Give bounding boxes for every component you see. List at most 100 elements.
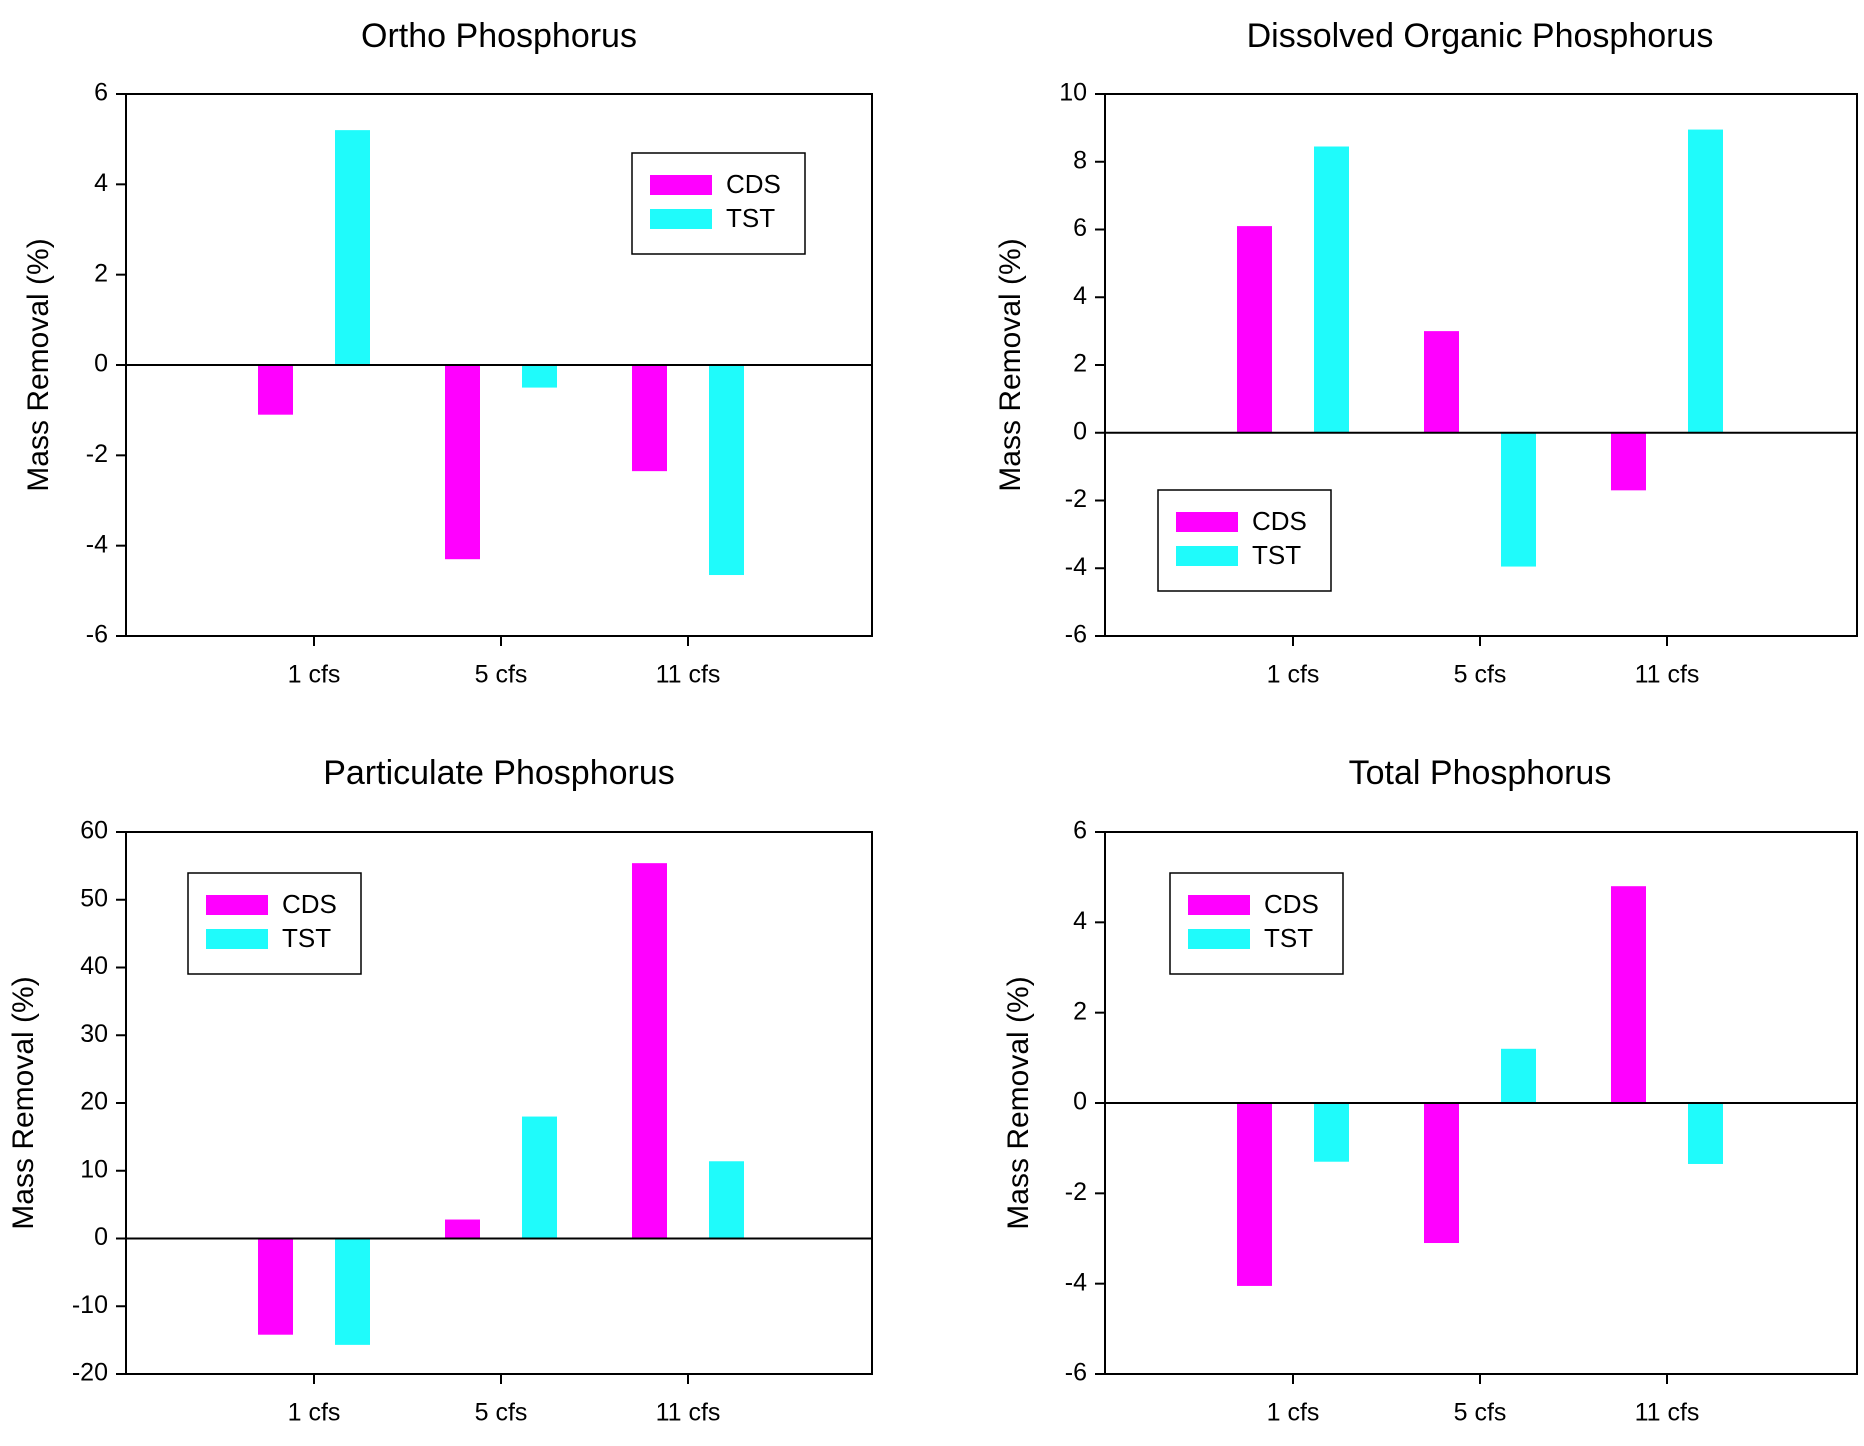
y-tick-label: 60 — [80, 817, 108, 845]
y-tick-label: 0 — [1073, 1088, 1087, 1116]
legend-swatch-tst — [650, 209, 712, 229]
legend-label-cds: CDS — [282, 889, 337, 919]
legend-box — [631, 152, 806, 255]
y-tick-label: -6 — [1065, 621, 1087, 649]
bar-cds-3 — [1611, 886, 1646, 1103]
bar-cds-2 — [1424, 1103, 1459, 1244]
y-tick-label: 6 — [1073, 214, 1087, 242]
x-tick-label: 1 cfs — [1267, 661, 1320, 689]
bar-tst-2 — [1501, 1048, 1536, 1103]
y-axis-label: Mass Removal (%) — [1002, 976, 1035, 1229]
y-tick-label: -2 — [86, 440, 108, 468]
legend-swatch-tst — [1188, 929, 1250, 949]
legend-swatch-tst — [1176, 546, 1238, 566]
legend-label-cds: CDS — [1252, 506, 1307, 536]
x-tick-label: 5 cfs — [475, 661, 528, 689]
bar-cds-2 — [445, 1219, 480, 1239]
x-tick-label: 1 cfs — [288, 661, 341, 689]
bar-tst-2 — [522, 365, 557, 388]
y-tick-label: 4 — [1073, 907, 1087, 935]
legend-label-tst: TST — [1264, 923, 1313, 953]
legend-swatch-cds — [1188, 895, 1250, 915]
x-tick-label: 5 cfs — [475, 1399, 528, 1427]
legend-box — [187, 872, 362, 975]
bar-cds-1 — [1237, 1103, 1272, 1286]
x-tick-label: 1 cfs — [1267, 1399, 1320, 1427]
bar-cds-1 — [1237, 226, 1272, 433]
chart-panel-2: Dissolved Organic Phosphorus Mass Removal… — [994, 17, 1858, 689]
legend-label-tst: TST — [282, 923, 331, 953]
chart-title: Ortho Phosphorus — [361, 17, 637, 55]
y-tick-label: 4 — [94, 169, 108, 197]
y-tick-label: -4 — [1065, 553, 1087, 581]
y-tick-label: 0 — [94, 1223, 108, 1251]
bar-cds-1 — [258, 1238, 293, 1335]
y-tick-label: 40 — [80, 952, 108, 980]
legend-label-cds: CDS — [1264, 889, 1319, 919]
bar-tst-3 — [1688, 129, 1723, 433]
y-tick-label: 0 — [1073, 417, 1087, 445]
x-tick-label: 5 cfs — [1454, 661, 1507, 689]
legend-label-tst: TST — [1252, 540, 1301, 570]
y-tick-label: 8 — [1073, 146, 1087, 174]
legend-swatch-cds — [1176, 512, 1238, 532]
bar-tst-1 — [1314, 146, 1349, 433]
y-tick-label: 2 — [1073, 997, 1087, 1025]
y-tick-label: -4 — [1065, 1268, 1087, 1296]
y-axis-label: Mass Removal (%) — [22, 238, 55, 491]
bar-cds-2 — [1424, 331, 1459, 433]
legend: CDS TST — [631, 152, 806, 255]
x-tick-label: 11 cfs — [656, 1399, 721, 1427]
x-tick-label: 1 cfs — [288, 1399, 341, 1427]
x-tick-label: 11 cfs — [656, 661, 721, 689]
bar-cds-1 — [258, 365, 293, 415]
chart-panel-3: Particulate Phosphorus Mass Removal (%) -2… — [7, 754, 873, 1427]
legend-swatch-tst — [206, 929, 268, 949]
chart-title: Particulate Phosphorus — [323, 754, 675, 792]
x-tick-label: 11 cfs — [1635, 661, 1700, 689]
legend-label-cds: CDS — [726, 169, 781, 199]
y-tick-label: 20 — [80, 1088, 108, 1116]
bar-tst-2 — [522, 1116, 557, 1239]
y-tick-label: 50 — [80, 884, 108, 912]
bar-cds-3 — [1611, 432, 1646, 491]
legend: CDS TST — [1157, 489, 1332, 592]
bar-cds-3 — [632, 365, 667, 472]
bar-cds-3 — [632, 863, 667, 1239]
chart-title: Dissolved Organic Phosphorus — [1247, 17, 1714, 55]
y-tick-label: 10 — [1059, 79, 1087, 107]
y-tick-label: 0 — [94, 350, 108, 378]
x-tick-label: 5 cfs — [1454, 1399, 1507, 1427]
y-tick-label: 6 — [1073, 817, 1087, 845]
y-axis-label: Mass Removal (%) — [994, 238, 1027, 491]
y-tick-label: -2 — [1065, 1178, 1087, 1206]
y-tick-label: 4 — [1073, 282, 1087, 310]
legend-label-tst: TST — [726, 203, 775, 233]
y-tick-label: -20 — [72, 1359, 108, 1387]
bar-cds-2 — [445, 365, 480, 560]
legend-swatch-cds — [206, 895, 268, 915]
legend-box — [1169, 872, 1344, 975]
y-tick-label: -4 — [86, 530, 108, 558]
bar-tst-1 — [335, 1238, 370, 1345]
y-tick-label: 2 — [94, 259, 108, 287]
y-tick-label: 6 — [94, 79, 108, 107]
legend-swatch-cds — [650, 175, 712, 195]
y-tick-label: -2 — [1065, 485, 1087, 513]
bar-tst-3 — [709, 1161, 744, 1239]
y-tick-label: 2 — [1073, 350, 1087, 378]
bar-tst-3 — [709, 365, 744, 576]
y-axis-label: Mass Removal (%) — [7, 976, 40, 1229]
x-tick-label: 11 cfs — [1635, 1399, 1700, 1427]
bar-tst-3 — [1688, 1103, 1723, 1164]
bar-tst-2 — [1501, 432, 1536, 567]
y-tick-label: 30 — [80, 1020, 108, 1048]
bar-tst-1 — [1314, 1103, 1349, 1162]
bar-tst-1 — [335, 130, 370, 365]
legend: CDS TST — [187, 872, 362, 975]
y-tick-label: -6 — [86, 621, 108, 649]
legend: CDS TST — [1169, 872, 1344, 975]
chart-title: Total Phosphorus — [1349, 754, 1612, 792]
